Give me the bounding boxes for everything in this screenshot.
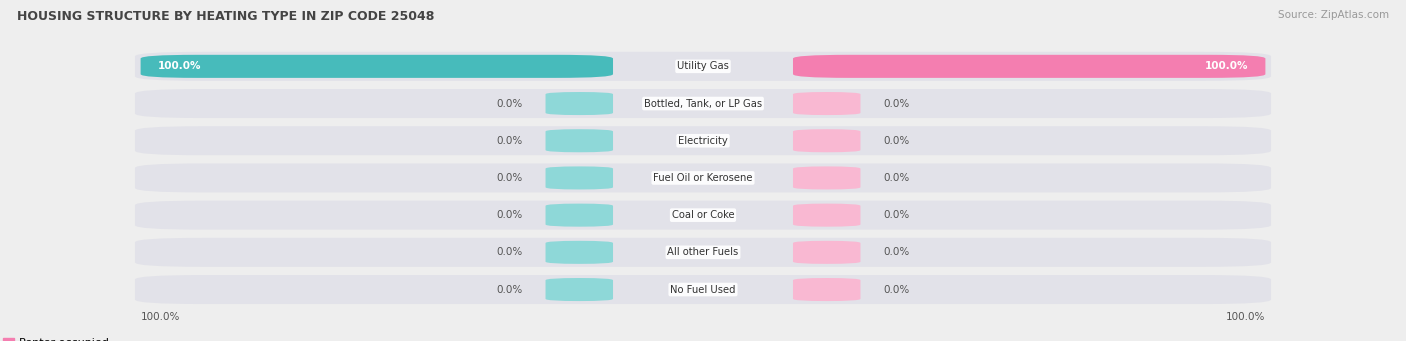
Text: 0.0%: 0.0% <box>883 99 910 108</box>
Text: All other Fuels: All other Fuels <box>668 247 738 257</box>
FancyBboxPatch shape <box>135 52 1271 81</box>
FancyBboxPatch shape <box>793 55 1265 78</box>
FancyBboxPatch shape <box>793 241 860 264</box>
Text: 0.0%: 0.0% <box>496 247 523 257</box>
Text: Fuel Oil or Kerosene: Fuel Oil or Kerosene <box>654 173 752 183</box>
FancyBboxPatch shape <box>546 204 613 227</box>
FancyBboxPatch shape <box>546 241 613 264</box>
Text: 100.0%: 100.0% <box>141 312 180 322</box>
FancyBboxPatch shape <box>793 278 860 301</box>
Text: Utility Gas: Utility Gas <box>678 61 728 71</box>
FancyBboxPatch shape <box>135 163 1271 192</box>
Text: HOUSING STRUCTURE BY HEATING TYPE IN ZIP CODE 25048: HOUSING STRUCTURE BY HEATING TYPE IN ZIP… <box>17 10 434 23</box>
FancyBboxPatch shape <box>793 166 860 190</box>
FancyBboxPatch shape <box>546 278 613 301</box>
Text: Source: ZipAtlas.com: Source: ZipAtlas.com <box>1278 10 1389 20</box>
Text: 0.0%: 0.0% <box>496 284 523 295</box>
FancyBboxPatch shape <box>135 201 1271 229</box>
FancyBboxPatch shape <box>135 238 1271 267</box>
Text: 0.0%: 0.0% <box>496 210 523 220</box>
FancyBboxPatch shape <box>135 126 1271 155</box>
FancyBboxPatch shape <box>546 92 613 115</box>
Text: Electricity: Electricity <box>678 136 728 146</box>
Text: 100.0%: 100.0% <box>1205 61 1249 71</box>
Text: Bottled, Tank, or LP Gas: Bottled, Tank, or LP Gas <box>644 99 762 108</box>
Legend: Owner-occupied, Renter-occupied: Owner-occupied, Renter-occupied <box>0 338 110 341</box>
FancyBboxPatch shape <box>793 92 860 115</box>
FancyBboxPatch shape <box>141 55 613 78</box>
FancyBboxPatch shape <box>135 275 1271 304</box>
FancyBboxPatch shape <box>135 89 1271 118</box>
Text: 0.0%: 0.0% <box>883 173 910 183</box>
Text: 0.0%: 0.0% <box>883 210 910 220</box>
FancyBboxPatch shape <box>793 129 860 152</box>
FancyBboxPatch shape <box>546 129 613 152</box>
Text: 0.0%: 0.0% <box>496 99 523 108</box>
Text: No Fuel Used: No Fuel Used <box>671 284 735 295</box>
Text: 100.0%: 100.0% <box>1226 312 1265 322</box>
FancyBboxPatch shape <box>793 204 860 227</box>
FancyBboxPatch shape <box>546 166 613 190</box>
Text: 0.0%: 0.0% <box>496 173 523 183</box>
Text: Coal or Coke: Coal or Coke <box>672 210 734 220</box>
Text: 0.0%: 0.0% <box>883 284 910 295</box>
Text: 0.0%: 0.0% <box>883 247 910 257</box>
Text: 0.0%: 0.0% <box>496 136 523 146</box>
Text: 0.0%: 0.0% <box>883 136 910 146</box>
Text: 100.0%: 100.0% <box>157 61 201 71</box>
